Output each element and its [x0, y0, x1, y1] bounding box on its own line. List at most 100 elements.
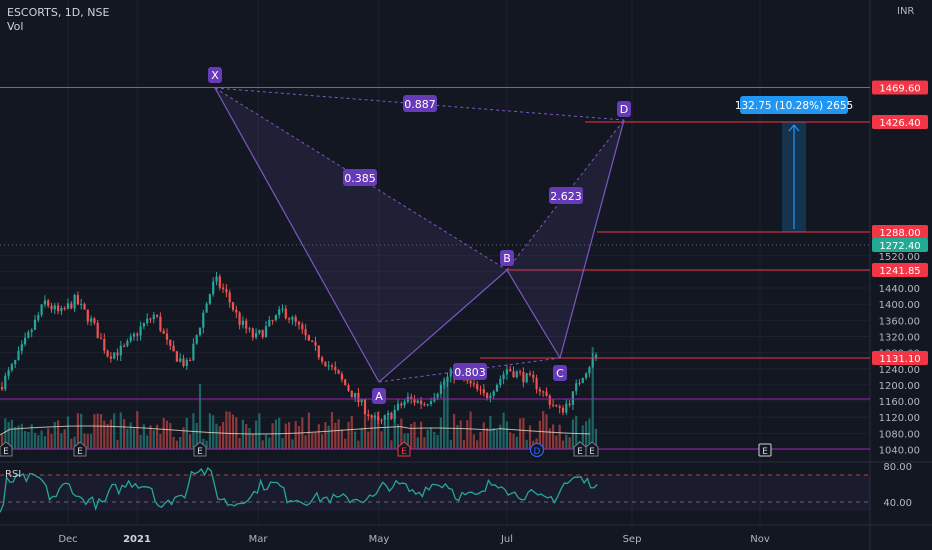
candle-body [186, 360, 188, 366]
volume-bar [116, 440, 118, 449]
candle-body [8, 370, 10, 376]
pattern-point-d: D [620, 103, 628, 116]
candle-body [427, 404, 429, 405]
volume-bar [367, 431, 369, 449]
candle-body [113, 352, 115, 358]
candle-body [70, 303, 72, 308]
event-marker-label: E [589, 447, 595, 457]
candle-body [479, 389, 481, 390]
price-tag-label: 1426.40 [879, 118, 920, 129]
volume-bar [245, 424, 247, 449]
rsi-label[interactable]: RSI [5, 469, 21, 480]
candle-body [77, 295, 79, 305]
candle-body [136, 334, 138, 336]
volume-bar [133, 428, 135, 449]
candle-body [473, 383, 475, 384]
candle-body [357, 393, 359, 402]
volume-bar [562, 441, 564, 449]
candle-body [189, 360, 191, 361]
volume-bar [338, 419, 340, 449]
volume-bar [433, 432, 435, 449]
volume-bar [163, 418, 165, 449]
price-tag-label: 1131.10 [879, 354, 920, 365]
candle-body [120, 346, 122, 356]
candle-body [423, 404, 425, 405]
time-tick-label: Dec [58, 534, 77, 545]
candle-body [57, 306, 59, 312]
price-tick-label: 1200.00 [879, 381, 920, 392]
candle-body [440, 385, 442, 394]
candle-body [90, 318, 92, 321]
pattern-point-b: B [503, 252, 511, 265]
candle-body [565, 404, 567, 413]
pattern-point-c: C [556, 367, 564, 380]
candle-body [143, 323, 145, 326]
volume-bar [222, 422, 224, 449]
candle-body [291, 317, 293, 320]
candle-body [50, 306, 52, 309]
candle-body [21, 344, 23, 351]
symbol-line[interactable]: ESCORTS, 1D, NSE [7, 6, 109, 20]
candle-body [252, 328, 254, 337]
rsi-tick-label: 80.00 [883, 462, 912, 473]
volume-bar [103, 421, 105, 449]
candle-body [229, 292, 231, 302]
candle-body [169, 340, 171, 346]
candle-body [318, 346, 320, 358]
price-tick-label: 1240.00 [879, 365, 920, 376]
candle-body [394, 410, 396, 419]
price-tick-label: 1360.00 [879, 316, 920, 327]
candle-body [493, 391, 495, 395]
candle-body [397, 404, 399, 410]
volume-bar [463, 440, 465, 449]
volume-bar [364, 418, 366, 449]
volume-bar [262, 440, 264, 449]
volume-bar [255, 421, 257, 449]
candle-body [225, 289, 227, 292]
candle-body [235, 310, 237, 313]
candle-body [295, 317, 297, 322]
ratio-label: 0.887 [404, 98, 436, 111]
volume-bar [97, 414, 99, 449]
volume-bar [268, 437, 270, 449]
volume-bar [37, 435, 39, 449]
candle-body [529, 373, 531, 374]
volume-bar [136, 411, 138, 449]
candle-body [562, 408, 564, 413]
price-tick-label: 1440.00 [879, 284, 920, 295]
candle-body [281, 309, 283, 310]
volume-bar [21, 424, 23, 449]
price-tick-label: 1080.00 [879, 429, 920, 440]
volume-bar [470, 412, 472, 449]
volume-label[interactable]: Vol [7, 20, 109, 34]
volume-bar [166, 421, 168, 449]
candle-body [258, 330, 260, 333]
volume-bar [169, 423, 171, 449]
candle-body [87, 310, 89, 322]
volume-bar [209, 413, 211, 449]
ratio-label: 2.623 [550, 190, 582, 203]
volume-bar [186, 418, 188, 449]
candle-body [575, 383, 577, 391]
volume-bar [509, 432, 511, 449]
candle-body [380, 420, 382, 421]
volume-bar [70, 439, 72, 449]
volume-bar [552, 424, 554, 449]
volume-bar [519, 418, 521, 449]
event-marker-label: E [3, 447, 9, 457]
candle-body [404, 402, 406, 406]
time-tick-label: Jul [500, 534, 513, 545]
candle-body [582, 378, 584, 383]
volume-bar [113, 413, 115, 449]
event-marker-label: D [534, 447, 541, 457]
candle-body [354, 393, 356, 397]
volume-bar [410, 424, 412, 449]
candle-body [341, 374, 343, 380]
volume-bar [371, 415, 373, 449]
ratio-label: 0.803 [454, 366, 486, 379]
candle-body [569, 404, 571, 405]
volume-bar [291, 439, 293, 449]
volume-bar [60, 433, 62, 449]
